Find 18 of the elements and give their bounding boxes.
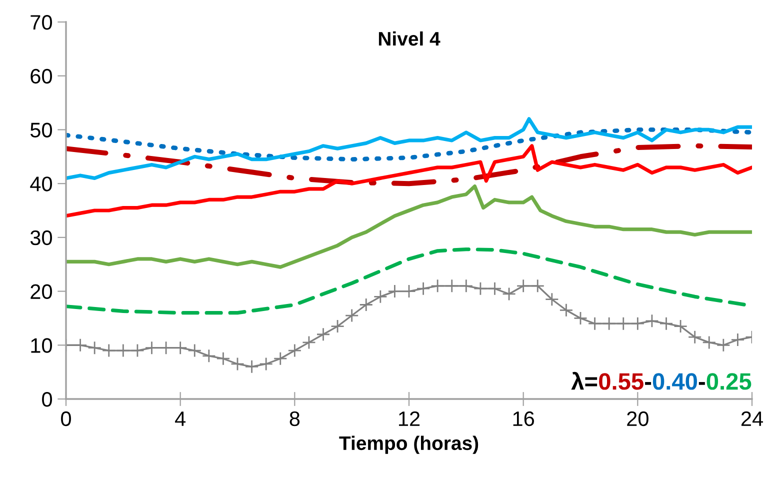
y-tick-label: 0	[42, 392, 52, 407]
y-tick-label: 50	[30, 122, 52, 138]
x-tick-label: 0	[61, 411, 71, 426]
x-tick-label: 12	[399, 411, 420, 426]
x-tick-label: 16	[513, 411, 534, 426]
x-axis-title: Tiempo (horas)	[339, 436, 478, 454]
y-tick-label: 30	[30, 230, 52, 246]
y-tick-label: 60	[30, 68, 52, 84]
x-tick-label: 24	[741, 411, 763, 426]
x-tick-label: 4	[175, 412, 186, 426]
y-tick-label: 40	[30, 176, 52, 192]
y-tick-label: 70	[30, 15, 52, 30]
x-tick-label: 20	[627, 411, 648, 426]
x-tick-label: 8	[290, 411, 300, 426]
annotation: λ=0.55-0.40-0.25	[571, 372, 752, 390]
y-tick-label: 20	[30, 284, 52, 300]
chart-title: Nivel 4	[378, 31, 440, 46]
y-tick-label: 10	[31, 338, 52, 353]
